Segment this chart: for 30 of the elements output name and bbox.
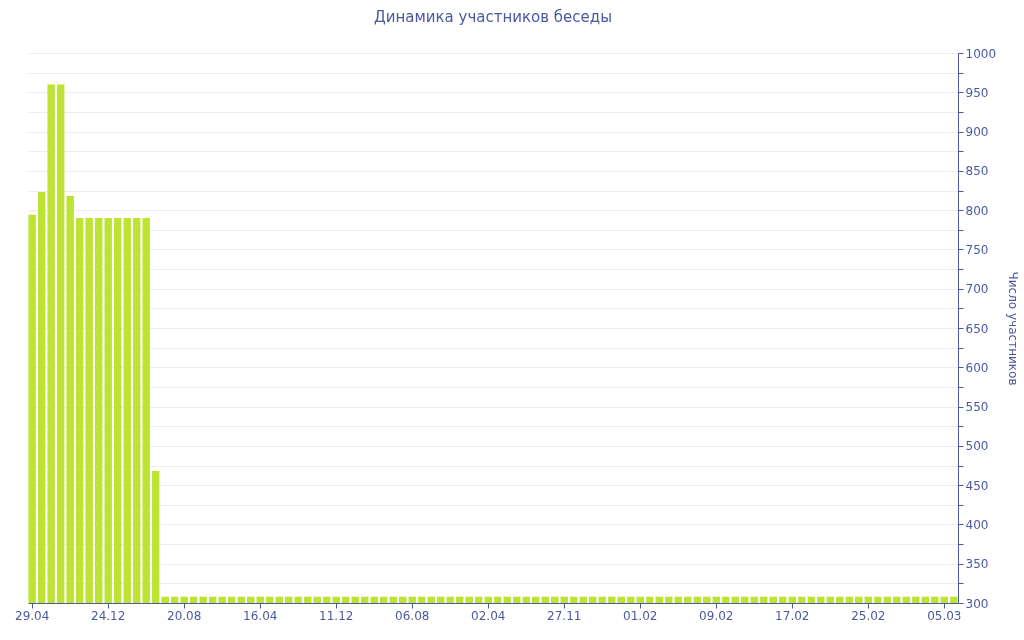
x-tick-label: 25.02: [851, 608, 886, 623]
x-tick-label: 16.04: [243, 608, 278, 623]
y-tick-label: 850: [965, 164, 989, 179]
x-tick-label: 05.03: [927, 608, 962, 623]
x-tick-label: 06.08: [395, 608, 430, 623]
x-tick-label: 01.02: [623, 608, 658, 623]
y-tick-label: 750: [965, 242, 989, 257]
y-tick-label: 350: [965, 557, 989, 572]
y-tick-label: 500: [965, 439, 989, 454]
y-tick-label: 300: [965, 596, 989, 611]
y-tick-label: 800: [965, 203, 989, 218]
x-tick-label: 11.12: [319, 608, 354, 623]
x-tick-label: 29.04: [15, 608, 50, 623]
y-tick-label: 700: [965, 282, 989, 297]
x-tick-label: 20.08: [167, 608, 202, 623]
x-tick-label: 24.12: [91, 608, 126, 623]
y-tick-label: 400: [965, 517, 989, 532]
y-tick-label: 950: [965, 85, 989, 100]
x-tick-label: 17.02: [775, 608, 810, 623]
x-tick-label: 02.04: [471, 608, 506, 623]
y-tick-label: 600: [965, 360, 989, 375]
y-tick-label: 550: [965, 400, 989, 415]
y-tick-label: 1000: [965, 46, 997, 61]
y-axis-title: Число участников: [1006, 271, 1021, 386]
y-tick-label: 900: [965, 125, 989, 140]
chart-title: Динамика участников беседы: [373, 8, 613, 26]
x-tick-label: 09.02: [699, 608, 734, 623]
y-tick-label: 650: [965, 321, 989, 336]
x-tick-label: 27.11: [547, 608, 582, 623]
y-tick-label: 450: [965, 478, 989, 493]
